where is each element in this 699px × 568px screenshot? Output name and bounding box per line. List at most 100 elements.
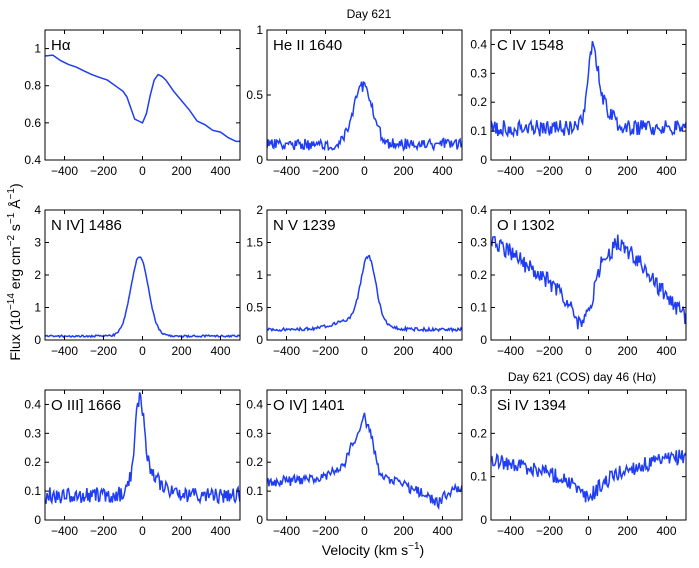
y-tick-label: 0.2	[470, 268, 487, 282]
figure-lower-right-note: Day 621 (COS) day 46 (Hα)	[508, 370, 656, 384]
y-tick-label: 4	[34, 203, 41, 217]
x-tick-label: −200	[536, 344, 563, 358]
x-tick-label: −200	[90, 524, 117, 538]
x-tick-label: −400	[497, 164, 524, 178]
x-axis-title-text: Velocity (km s	[322, 542, 408, 558]
y-tick-label: 0.2	[470, 95, 487, 109]
y-tick-label: 0.1	[246, 484, 263, 498]
y-axis-title-exp2: −2	[6, 235, 17, 247]
y-tick-label: 0.5	[246, 301, 263, 315]
y-axis-title-close: )	[7, 183, 23, 188]
x-tick-label: 200	[393, 344, 413, 358]
x-tick-label: −200	[312, 164, 339, 178]
figure-top-title: Day 621	[347, 7, 392, 21]
spectrum-line	[267, 254, 462, 333]
y-tick-label: 0	[256, 153, 263, 167]
x-tick-label: 400	[656, 524, 676, 538]
panel-label: He II 1640	[273, 37, 342, 54]
x-tick-label: −400	[273, 164, 300, 178]
x-tick-label: −400	[273, 344, 300, 358]
x-tick-label: 0	[139, 524, 146, 538]
y-tick-label: 0.4	[24, 153, 41, 167]
panel-label: O III] 1666	[51, 397, 121, 414]
x-tick-label: 0	[361, 344, 368, 358]
spectrum-line	[491, 234, 686, 330]
y-tick-label: 1	[256, 268, 263, 282]
panel-7: −400 −200 0 200 400 0 0.1 0.2 0.3 0.4 O III] 1666	[24, 389, 241, 538]
spectrum-line	[491, 41, 686, 139]
y-tick-label: 0	[256, 333, 263, 347]
panel-6: −400 −200 0 200 400 0 0.1 0.2 0.3 0.4 O I 1302	[470, 203, 687, 358]
x-tick-label: 200	[393, 524, 413, 538]
y-tick-label: 0.3	[470, 236, 487, 250]
panel-label: N IV] 1486	[51, 217, 122, 234]
x-tick-label: −200	[90, 344, 117, 358]
y-tick-label: 3	[34, 236, 41, 250]
y-tick-label: 0.3	[470, 383, 487, 397]
y-axis-title-mid3: Å	[7, 199, 23, 213]
spectrum-line	[45, 256, 240, 339]
y-tick-label: 1.5	[246, 236, 263, 250]
x-tick-label: 0	[361, 524, 368, 538]
panel-9: −400 −200 0 200 400 0 0.1 0.2 0.3 Si IV 1394	[470, 383, 687, 538]
y-tick-label: 0	[256, 513, 263, 527]
x-tick-label: 400	[432, 344, 452, 358]
y-tick-label: 0.1	[470, 124, 487, 138]
y-tick-label: 0.2	[470, 426, 487, 440]
panel-8: −400 −200 0 200 400 0 0.1 0.2 0.3 0.4 O IV] 1401	[246, 389, 463, 538]
y-tick-label: 0	[480, 333, 487, 347]
x-tick-label: −200	[536, 524, 563, 538]
x-tick-label: 400	[432, 524, 452, 538]
x-tick-label: −200	[312, 524, 339, 538]
spectrum-line	[45, 54, 240, 143]
panel-label: O I 1302	[497, 217, 555, 234]
y-tick-label: 0.8	[24, 79, 41, 93]
x-tick-label: −200	[536, 164, 563, 178]
panel-label: N V 1239	[273, 217, 336, 234]
panel-4: −400 −200 0 200 400 0 1 2 3 4 N IV] 1486	[34, 203, 241, 358]
x-tick-label: 200	[617, 344, 637, 358]
panel-label: Si IV 1394	[497, 397, 566, 414]
y-axis-title-exp1: −14	[6, 293, 17, 310]
x-tick-label: −400	[497, 344, 524, 358]
y-axis-title-text: Flux (10	[7, 310, 23, 361]
x-tick-label: 400	[656, 164, 676, 178]
x-tick-label: 400	[656, 344, 676, 358]
panel-label: C IV 1548	[497, 37, 564, 54]
y-tick-label: 0.5	[246, 88, 263, 102]
y-tick-label: 1	[256, 23, 263, 37]
x-tick-label: 0	[139, 344, 146, 358]
y-tick-label: 0.3	[24, 426, 41, 440]
x-axis-title-close: )	[420, 542, 425, 558]
y-tick-label: 0.2	[246, 455, 263, 469]
x-tick-label: −200	[312, 344, 339, 358]
x-tick-label: −400	[51, 344, 78, 358]
x-tick-label: 200	[171, 164, 191, 178]
x-tick-label: 200	[393, 164, 413, 178]
y-tick-label: 1	[34, 42, 41, 56]
x-tick-label: 400	[210, 524, 230, 538]
x-tick-label: −400	[497, 524, 524, 538]
x-tick-label: 200	[171, 344, 191, 358]
y-axis-title-exp3: −1	[6, 212, 17, 224]
y-tick-label: 0	[480, 513, 487, 527]
x-tick-label: −400	[51, 524, 78, 538]
y-tick-label: 0.1	[470, 470, 487, 484]
y-tick-label: 0.6	[24, 116, 41, 130]
y-tick-label: 0.3	[246, 426, 263, 440]
panel-1: −400 −200 0 200 400 0.4 0.6 0.8 1 Hα	[24, 29, 241, 178]
y-tick-label: 1	[34, 301, 41, 315]
y-axis-title-exp4: −1	[6, 188, 17, 200]
x-tick-label: 0	[585, 524, 592, 538]
y-tick-label: 0.4	[470, 37, 487, 51]
y-tick-label: 2	[34, 268, 41, 282]
y-tick-label: 0	[480, 153, 487, 167]
panel-3: −400 −200 0 200 400 0 0.1 0.2 0.3 0.4 C IV 1548	[470, 29, 687, 178]
panel-label: Hα	[51, 37, 71, 54]
spectrum-line	[267, 412, 462, 511]
spectrum-line	[267, 80, 462, 152]
y-tick-label: 0	[34, 333, 41, 347]
spectrum-line	[45, 392, 240, 506]
x-tick-label: 0	[585, 164, 592, 178]
y-tick-label: 0.4	[470, 203, 487, 217]
